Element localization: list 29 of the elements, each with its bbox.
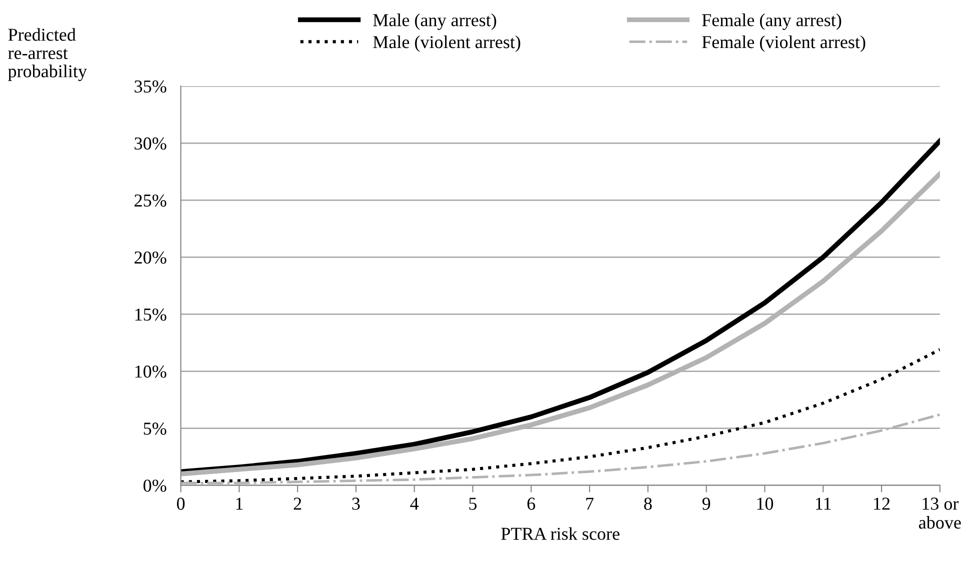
legend-label: Female (violent arrest) <box>702 35 866 52</box>
x-tick-label: 3 <box>352 498 360 510</box>
y-tick-label: 35% <box>134 80 166 93</box>
x-tick-label: 13 or above <box>919 498 961 529</box>
x-tick-label: 4 <box>410 498 419 510</box>
y-tick-label: 0% <box>144 480 166 492</box>
x-tick-label: 7 <box>586 498 594 510</box>
x-tick-label: 11 <box>816 498 831 510</box>
x-tick-label: 5 <box>469 498 477 510</box>
y-tick-label: 20% <box>134 251 166 264</box>
x-tick-label: 8 <box>644 498 652 510</box>
x-tick-label: 2 <box>294 498 302 510</box>
x-tick-label: 10 <box>757 498 774 510</box>
line-series <box>180 348 940 484</box>
legend-label: Male (any arrest) <box>373 14 496 30</box>
y-tick-label: 5% <box>144 422 166 435</box>
y-tick-label: 30% <box>134 137 166 150</box>
x-tick-label: 1 <box>236 498 243 510</box>
x-tick-label: 12 <box>874 498 890 510</box>
y-tick-label: 15% <box>135 308 166 321</box>
x-tick-label: 9 <box>702 498 710 510</box>
y-axis-title: Predicted re-arrest probability <box>8 28 87 82</box>
y-tick-label: 25% <box>134 194 166 207</box>
legend-label: Female (any arrest) <box>702 14 842 30</box>
legend-label: Male (violent arrest) <box>373 35 520 52</box>
y-tick-label: 10% <box>135 366 166 378</box>
x-axis-title: PTRA risk score <box>501 527 620 540</box>
x-tick-label: 0 <box>176 498 185 510</box>
x-tick-label: 6 <box>527 498 536 510</box>
